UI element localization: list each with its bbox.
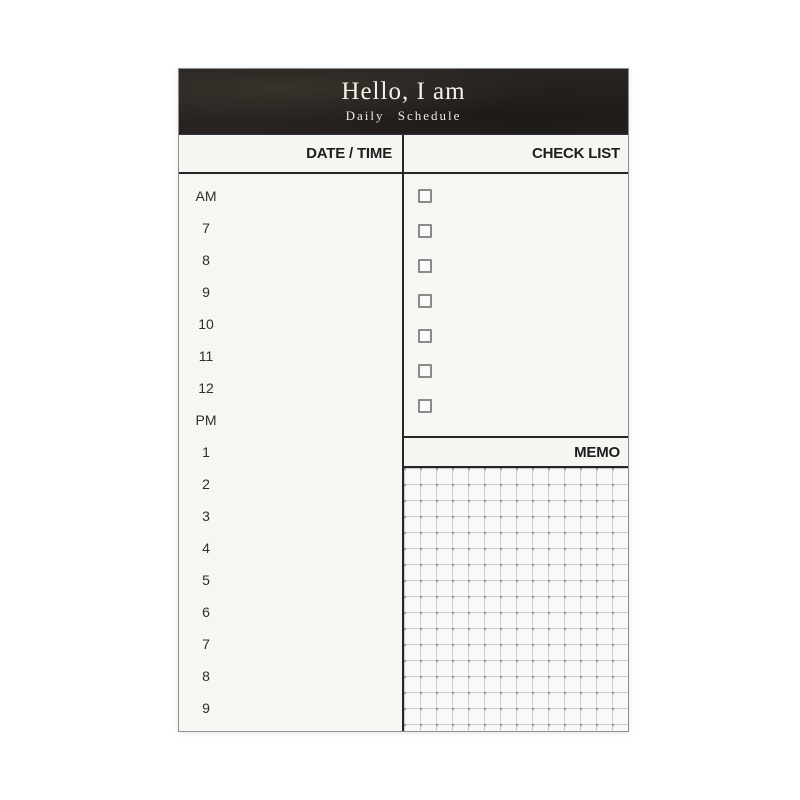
date-time-column-header: DATE / TIME (179, 135, 404, 172)
pad-header-band: Hello, I am Daily Schedule (179, 69, 628, 135)
checkbox-icon[interactable] (418, 329, 432, 343)
checkbox-icon[interactable] (418, 294, 432, 308)
checklist-row (418, 329, 628, 364)
memo-grid-paper (404, 468, 628, 731)
checklist-area (404, 174, 628, 436)
time-slot-label: AM (195, 188, 217, 204)
time-slot-label: 9 (202, 284, 210, 300)
check-list-column-header: CHECK LIST (531, 145, 620, 162)
time-slot-label: 7 (202, 220, 210, 236)
daily-schedule-notepad: Hello, I am Daily Schedule DATE / TIME C… (178, 68, 629, 732)
checkbox-icon[interactable] (418, 189, 432, 203)
checklist-row (418, 224, 628, 259)
time-slot-label: 8 (202, 668, 210, 684)
time-slot-label: 12 (198, 380, 214, 396)
time-slot-label: 3 (202, 508, 210, 524)
checklist-row (418, 364, 628, 399)
memo-label: MEMO (574, 443, 620, 461)
time-slot-label: 6 (202, 604, 210, 620)
time-slot-label: PM (195, 412, 217, 428)
checkbox-icon[interactable] (418, 399, 432, 413)
time-slot-label: 10 (198, 316, 214, 332)
time-slot-label: 2 (202, 476, 210, 492)
checklist-row (418, 189, 628, 224)
checkbox-icon[interactable] (418, 364, 432, 378)
time-slot-label: 4 (202, 540, 210, 556)
time-slot-label: 5 (202, 572, 210, 588)
pad-subtitle: Daily Schedule (345, 108, 462, 124)
time-slot-label: 11 (198, 348, 214, 364)
time-slot-label: 7 (202, 636, 210, 652)
pad-title: Hello, I am (341, 77, 466, 105)
checklist-row (418, 399, 628, 434)
table-header-row: DATE / TIME CHECK LIST (179, 135, 628, 174)
checklist-row (418, 259, 628, 294)
checkbox-icon[interactable] (418, 259, 432, 273)
time-slot-label: 1 (202, 444, 210, 460)
time-column: AM 7 8 9 10 11 12 PM 1 2 3 4 5 6 7 8 9 (179, 174, 404, 731)
checklist-row (418, 294, 628, 329)
right-column: MEMO (404, 174, 628, 731)
time-slot-label: 9 (202, 700, 210, 716)
pad-body: AM 7 8 9 10 11 12 PM 1 2 3 4 5 6 7 8 9 MEMO (179, 174, 628, 731)
time-slot-label: 8 (202, 252, 210, 268)
checkbox-icon[interactable] (418, 224, 432, 238)
memo-header-row: MEMO (404, 436, 628, 468)
